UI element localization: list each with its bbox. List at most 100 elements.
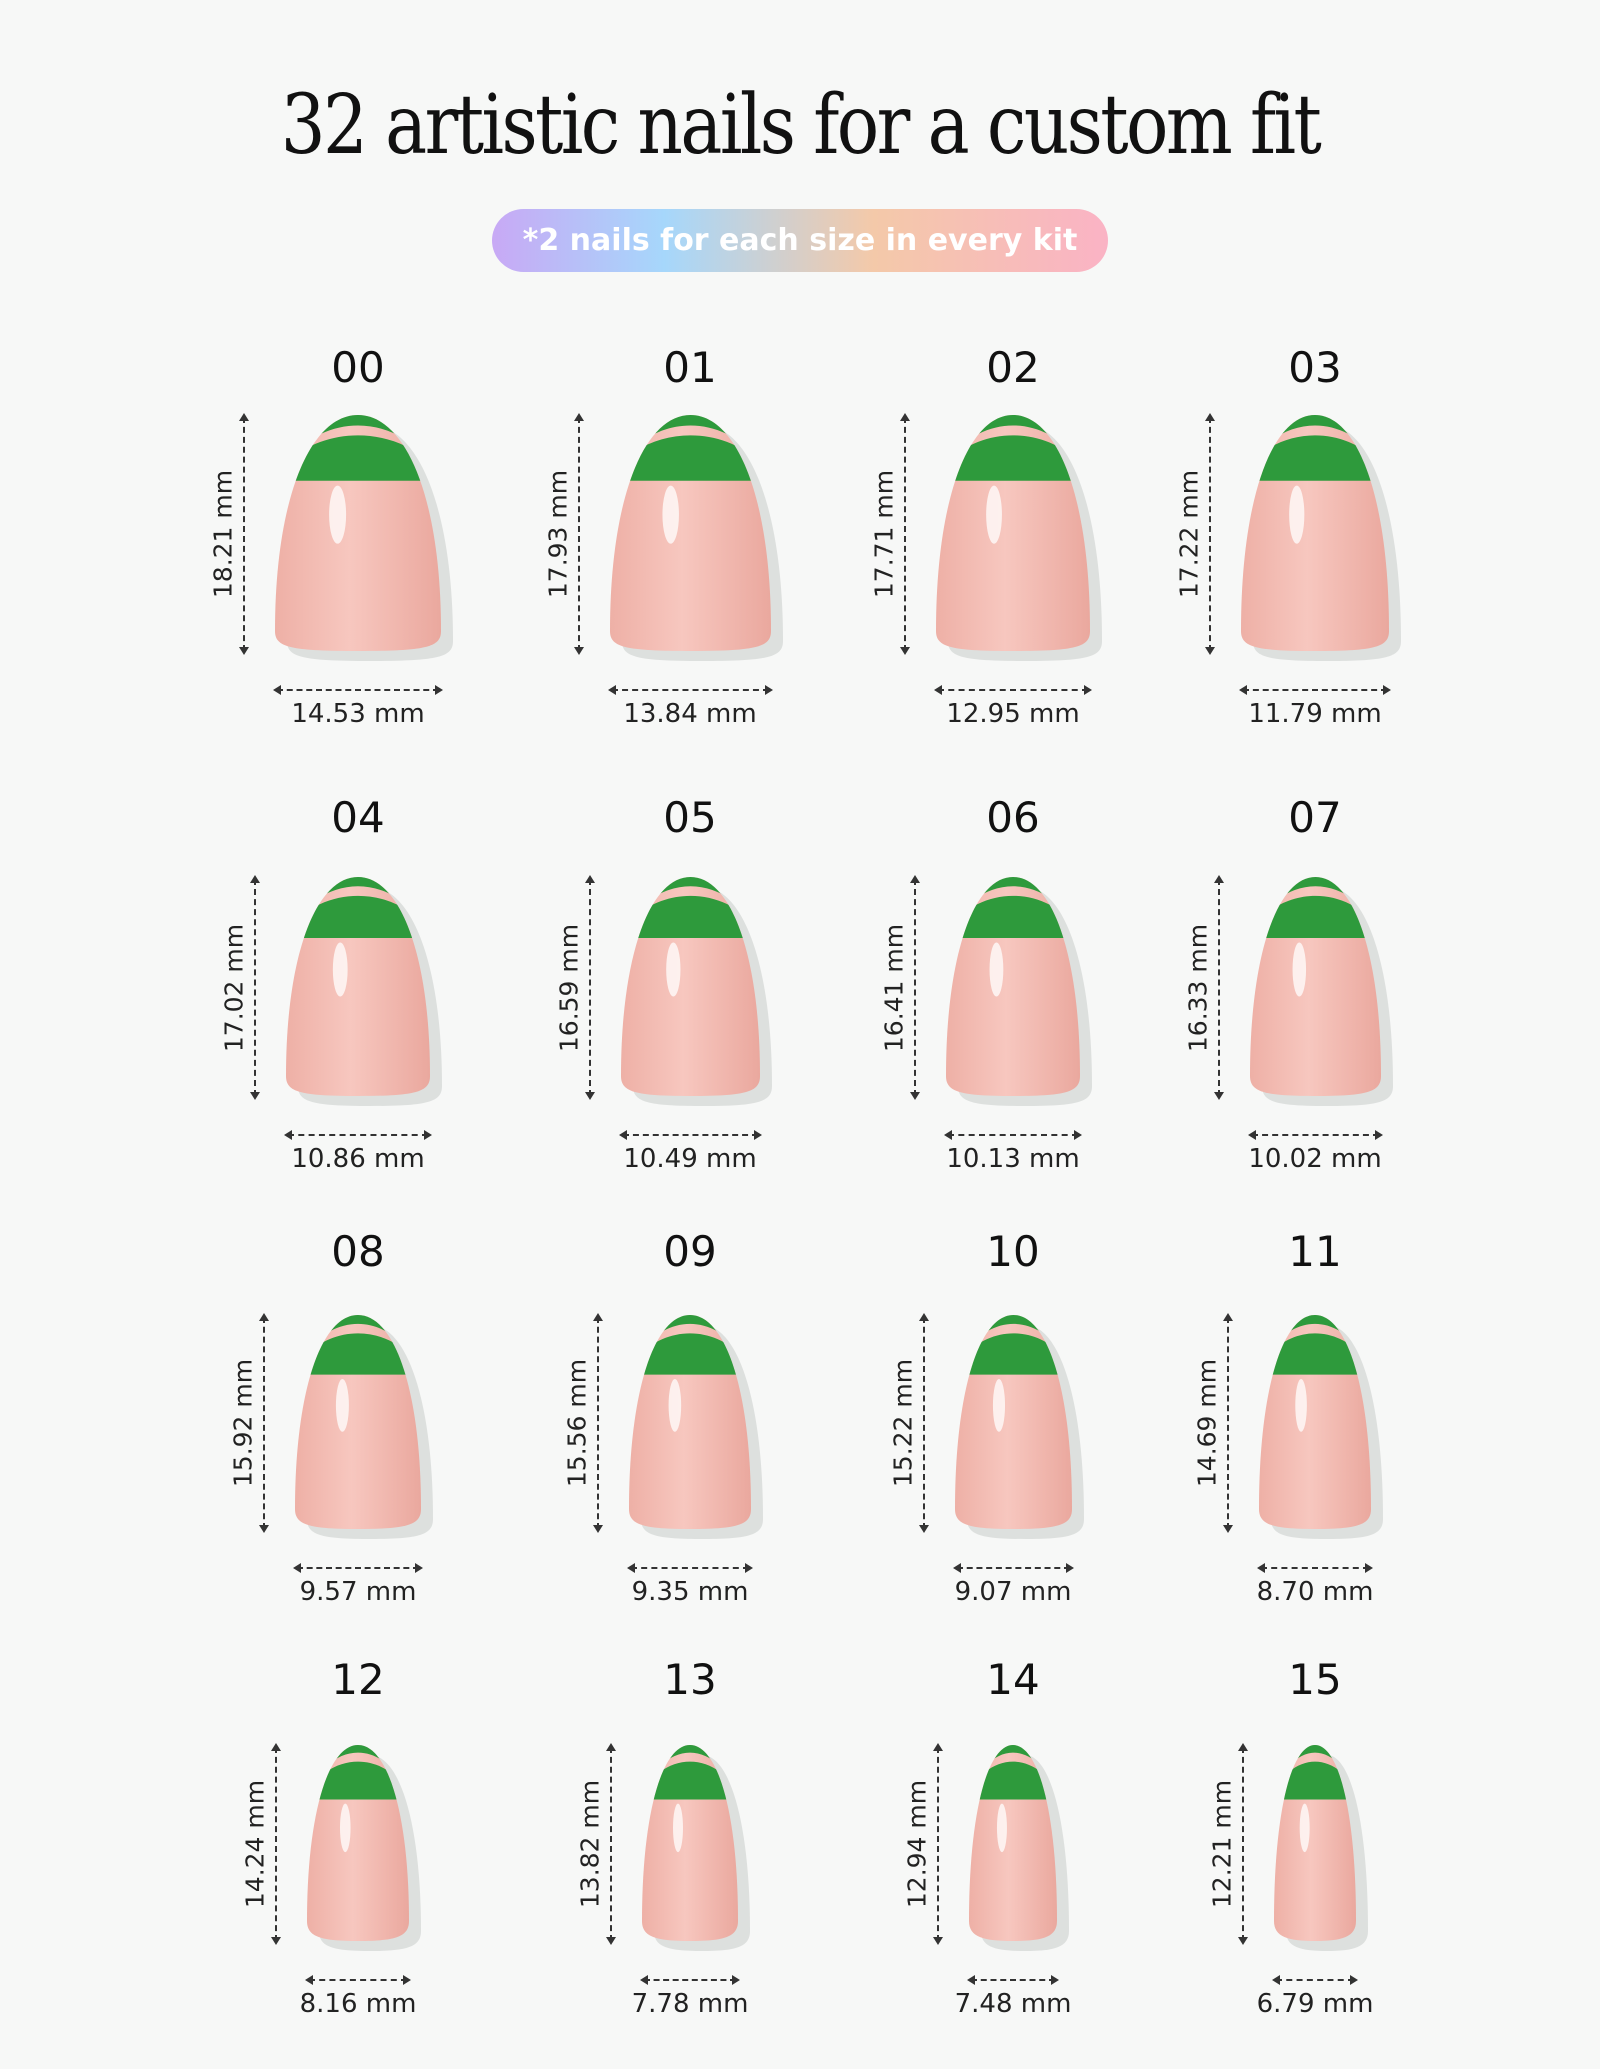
size-number: 14: [986, 1655, 1040, 1704]
nail-shape: [1249, 877, 1393, 1106]
width-measurement: 8.16 mm: [299, 1989, 417, 2019]
kit-info-badge: *2 nails for each size in every kit: [492, 209, 1108, 272]
nail-highlight: [329, 485, 347, 544]
width-dimension-line: [293, 1563, 423, 1573]
nail-shape: [1259, 1315, 1383, 1539]
height-measurement: 18.21 mm: [208, 469, 238, 599]
width-measurement: 9.07 mm: [954, 1577, 1072, 1607]
nail-shape: [609, 415, 783, 661]
nail-shape: [286, 877, 442, 1106]
height-measurement: 15.22 mm: [888, 1358, 917, 1488]
nail-shape: [307, 1745, 421, 1951]
width-dimension-line: [618, 1130, 762, 1140]
height-dimension-line: [1223, 1313, 1233, 1533]
nail-shape: [629, 1315, 763, 1539]
width-measurement: 10.13 mm: [946, 1144, 1080, 1174]
width-dimension-line: [1239, 685, 1391, 695]
height-dimension-line: [1238, 1743, 1248, 1945]
nail-shape: [954, 1315, 1084, 1539]
width-measurement: 11.79 mm: [1248, 699, 1382, 729]
height-dimension-line: [910, 875, 920, 1100]
height-measurement: 17.71 mm: [869, 469, 899, 599]
height-dimension-line: [271, 1743, 281, 1945]
width-measurement: 10.49 mm: [623, 1144, 757, 1174]
height-measurement: 13.82 mm: [575, 1779, 605, 1909]
size-number: 15: [1288, 1655, 1342, 1704]
width-measurement: 8.70 mm: [1256, 1577, 1374, 1607]
width-measurement: 10.86 mm: [291, 1144, 425, 1174]
size-number: 07: [1288, 793, 1342, 842]
nail-highlight: [673, 1803, 683, 1853]
height-dimension-line: [584, 875, 595, 1100]
nail-highlight: [1299, 1803, 1310, 1853]
width-dimension-line: [1272, 1975, 1358, 1985]
height-dimension-line: [606, 1743, 616, 1945]
height-measurement: 16.41 mm: [879, 923, 909, 1052]
nail-highlight: [661, 485, 679, 544]
width-measurement: 12.95 mm: [946, 699, 1080, 729]
nail-highlight: [1292, 942, 1306, 997]
height-measurement: 12.21 mm: [1207, 1779, 1237, 1909]
nail-highlight: [339, 1803, 351, 1853]
height-measurement: 17.22 mm: [1174, 469, 1204, 599]
height-dimension-line: [933, 1743, 943, 1945]
width-dimension-line: [607, 685, 773, 695]
nail-shape: [295, 1315, 433, 1539]
width-measurement: 9.57 mm: [299, 1577, 417, 1607]
size-number: 01: [663, 343, 717, 392]
nail-highlight: [332, 942, 348, 997]
size-number: 10: [986, 1227, 1040, 1276]
width-measurement: 7.78 mm: [631, 1989, 749, 2019]
height-dimension-line: [259, 1313, 269, 1533]
height-measurement: 15.56 mm: [562, 1358, 592, 1488]
width-measurement: 10.02 mm: [1248, 1144, 1382, 1174]
nail-shape: [620, 877, 772, 1106]
nail-highlight: [992, 1379, 1005, 1432]
height-dimension-line: [573, 413, 584, 655]
size-number: 05: [663, 793, 717, 842]
height-measurement: 17.02 mm: [219, 923, 249, 1052]
size-number: 13: [663, 1655, 717, 1704]
width-dimension-line: [627, 1563, 753, 1573]
width-dimension-line: [284, 1130, 432, 1140]
width-measurement: 9.35 mm: [631, 1577, 749, 1607]
width-dimension-line: [944, 1130, 1082, 1140]
size-number: 02: [986, 343, 1040, 392]
nail-highlight: [668, 1379, 682, 1432]
width-measurement: 13.84 mm: [623, 699, 757, 729]
nail-shape: [946, 877, 1092, 1106]
size-number: 11: [1288, 1227, 1342, 1276]
size-number: 03: [1288, 343, 1342, 392]
nail-shape: [642, 1745, 750, 1951]
nail-highlight: [335, 1379, 349, 1432]
height-measurement: 14.69 mm: [1192, 1358, 1222, 1488]
height-measurement: 17.93 mm: [543, 469, 572, 599]
height-dimension-line: [918, 1313, 929, 1533]
size-number: 04: [331, 793, 385, 842]
nail-shape: [275, 415, 453, 661]
nail-highlight: [986, 485, 1002, 544]
width-dimension-line: [1257, 1563, 1373, 1573]
nail-shape: [1241, 415, 1401, 661]
height-dimension-line: [239, 413, 249, 655]
width-dimension-line: [273, 685, 443, 695]
height-measurement: 14.24 mm: [240, 1779, 270, 1909]
size-number: 00: [331, 343, 385, 392]
width-dimension-line: [967, 1975, 1059, 1985]
nail-highlight: [996, 1803, 1007, 1853]
nail-shape: [936, 415, 1102, 661]
nail-highlight: [665, 942, 680, 997]
size-number: 12: [331, 1655, 385, 1704]
width-measurement: 6.79 mm: [1256, 1989, 1374, 2019]
height-measurement: 16.59 mm: [554, 923, 583, 1052]
width-dimension-line: [305, 1975, 411, 1985]
width-measurement: 14.53 mm: [291, 699, 425, 729]
nail-shape: [1274, 1745, 1368, 1951]
height-measurement: 12.94 mm: [902, 1779, 932, 1909]
height-measurement: 15.92 mm: [228, 1358, 258, 1488]
nail-highlight: [1289, 485, 1305, 544]
page-title: 32 artistic nails for a custom fit: [280, 78, 1322, 173]
width-dimension-line: [952, 1563, 1074, 1573]
nail-shape: [969, 1745, 1069, 1951]
nail-highlight: [989, 942, 1004, 997]
